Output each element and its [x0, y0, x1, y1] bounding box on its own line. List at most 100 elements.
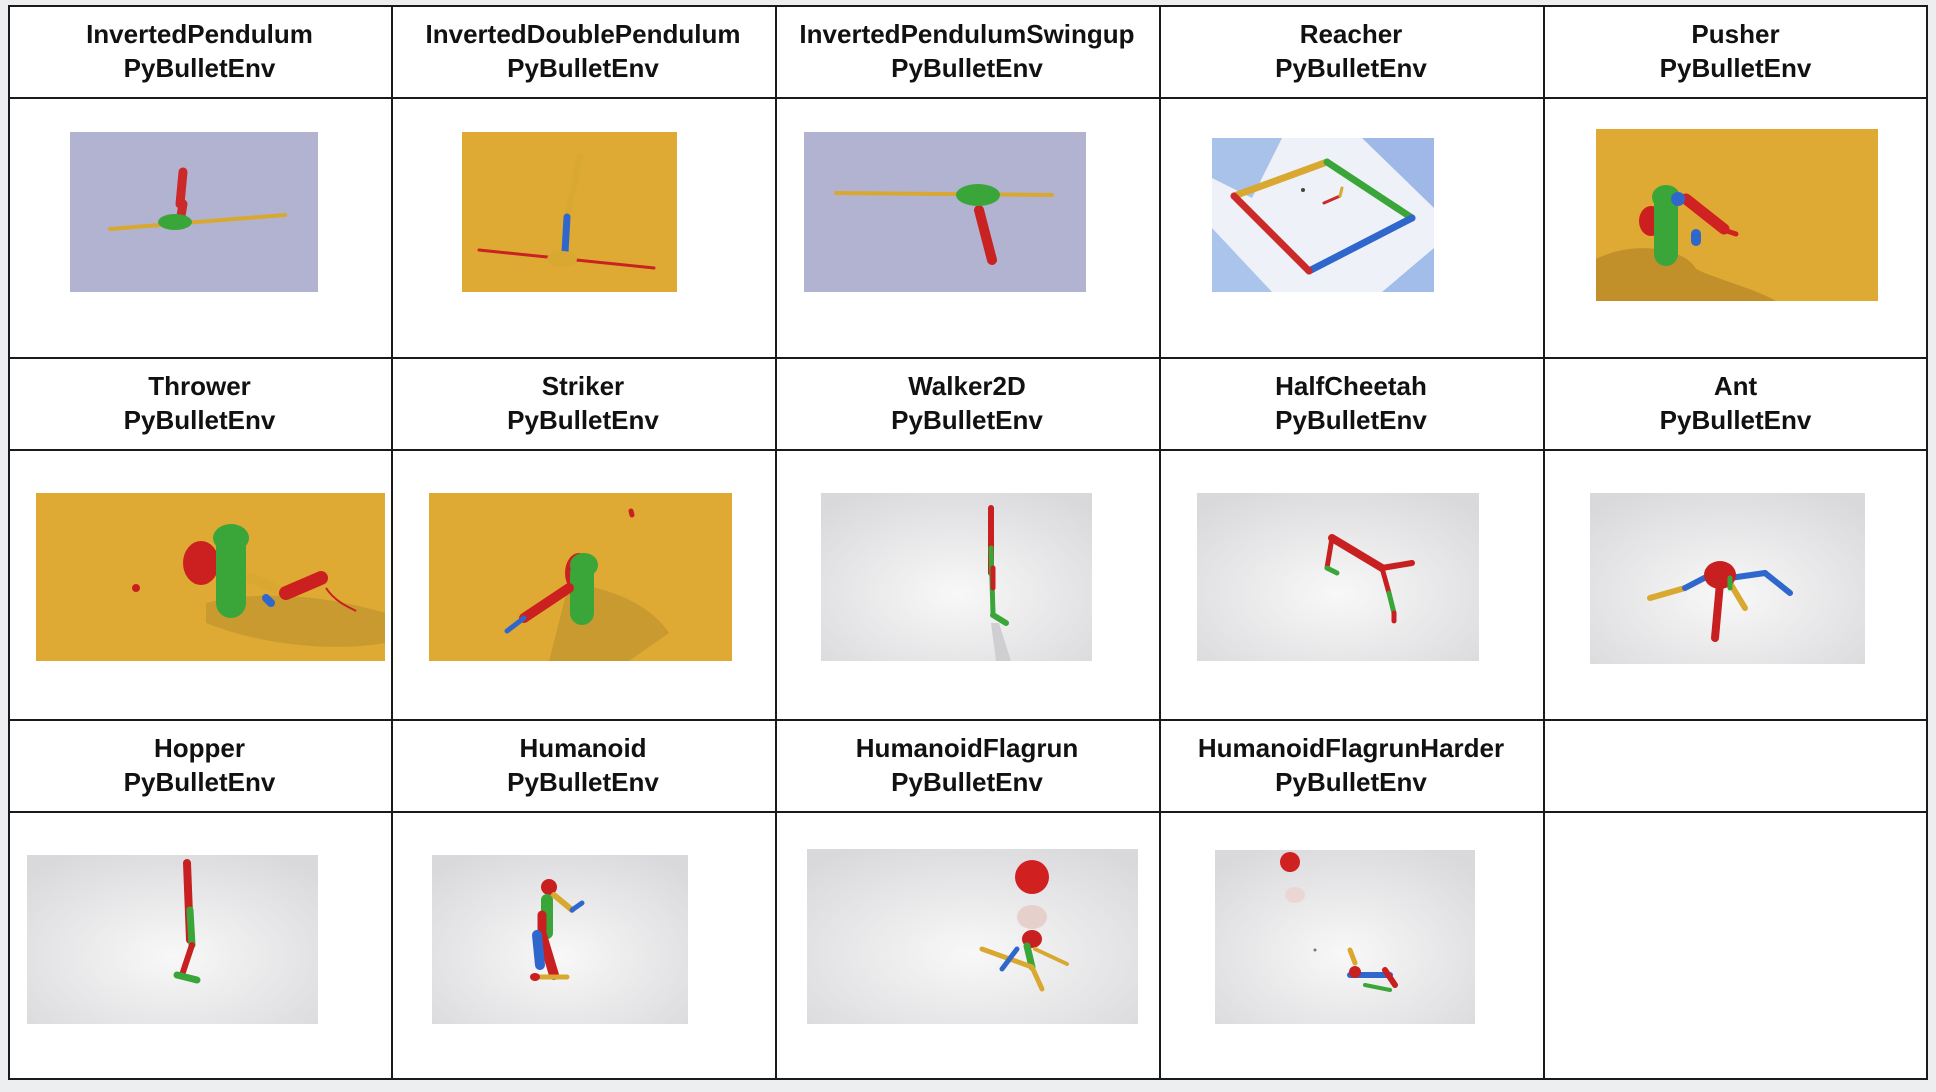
- right-arm: [551, 892, 575, 913]
- env-suffix: PyBulletEnv: [891, 53, 1043, 83]
- front-thigh: [1379, 565, 1392, 596]
- arena-wall-left: [1230, 192, 1313, 275]
- env-name: HalfCheetah: [1275, 371, 1427, 401]
- flag-reflection: [1285, 887, 1305, 903]
- env-name: InvertedDoublePendulum: [425, 19, 741, 49]
- env-name: HumanoidFlagrunHarder: [1197, 733, 1505, 763]
- humanoid-flagrun-harder-thumbnail: [1215, 850, 1475, 1024]
- inverted-pendulum-swingup-render: [804, 132, 1086, 292]
- head: [213, 524, 249, 552]
- table-rule-horizontal: [8, 449, 1928, 451]
- env-name: Ant: [1713, 371, 1758, 401]
- cart: [956, 184, 1000, 206]
- scene-background: [1215, 850, 1475, 1024]
- upper-arm: [1680, 193, 1730, 235]
- back-leg: [979, 946, 1035, 970]
- scene-background: [807, 849, 1138, 1024]
- leg: [1727, 570, 1768, 581]
- cart: [158, 214, 192, 230]
- back-shin: [1324, 565, 1340, 576]
- thrower-render: [36, 493, 385, 661]
- ball: [132, 584, 140, 592]
- pusher-thumbnail: [1596, 129, 1878, 301]
- flag-target: [1015, 860, 1049, 894]
- flag-reflection: [1017, 905, 1047, 929]
- floor-tile: [1362, 138, 1434, 208]
- table-rule-vertical: [391, 5, 393, 1080]
- head: [1379, 560, 1415, 571]
- striker-render: [429, 493, 732, 661]
- env-header-cell: HalfCheetah PyBulletEnv: [1159, 357, 1543, 449]
- front-shin: [1386, 590, 1397, 616]
- reacher-arm: [1322, 194, 1342, 205]
- front-leg: [1029, 964, 1045, 992]
- arena-wall-back: [1230, 158, 1331, 200]
- leg: [532, 930, 545, 970]
- floor-tile: [1212, 228, 1272, 292]
- env-header-cell: HumanoidFlagrunHarder PyBulletEnv: [1159, 719, 1543, 811]
- striker-thumbnail: [429, 493, 732, 661]
- env-suffix: PyBulletEnv: [507, 767, 659, 797]
- striker-tip: [504, 615, 527, 634]
- table-rule-vertical: [1543, 5, 1545, 1080]
- humanoid-flagrun-harder-render: [1215, 850, 1475, 1024]
- thrower-thumbnail: [36, 493, 385, 661]
- inverted-double-pendulum-render: [462, 132, 677, 292]
- leg: [1711, 579, 1724, 642]
- hopper-render: [27, 855, 318, 1024]
- thigh: [186, 906, 196, 949]
- env-header-cell: InvertedPendulum PyBulletEnv: [8, 5, 391, 97]
- inverted-pendulum-swingup-thumbnail: [804, 132, 1086, 292]
- foot-joint: [530, 973, 540, 981]
- leg: [1382, 967, 1398, 988]
- table-rule-horizontal: [8, 719, 1928, 721]
- gripper: [325, 587, 357, 612]
- slider-rail: [108, 213, 287, 231]
- environment-table: InvertedPendulum PyBulletEnv InvertedDoubl…: [8, 5, 1928, 1080]
- slider-rail: [834, 191, 1054, 197]
- reacher-render: [1212, 138, 1434, 292]
- hopper-thumbnail: [27, 855, 318, 1024]
- shin: [179, 942, 195, 978]
- floor-tile: [1382, 248, 1434, 292]
- thigh: [537, 930, 559, 980]
- scene-background: [821, 493, 1092, 661]
- env-suffix: PyBulletEnv: [891, 767, 1043, 797]
- shadow: [991, 623, 1011, 661]
- scene-background: [70, 132, 318, 292]
- env-name: Humanoid: [519, 733, 647, 763]
- pole: [175, 167, 188, 209]
- table-rule-horizontal: [8, 97, 1928, 99]
- humanoid-render: [432, 855, 688, 1024]
- table-rule-horizontal: [8, 1078, 1928, 1080]
- leg: [1647, 585, 1688, 601]
- env-name: Thrower: [148, 371, 251, 401]
- env-header-cell: InvertedPendulumSwingup PyBulletEnv: [775, 5, 1159, 97]
- reacher-thumbnail: [1212, 138, 1434, 292]
- head: [570, 553, 598, 577]
- table-rule-vertical: [775, 5, 777, 1080]
- ant-thumbnail: [1590, 493, 1865, 664]
- scene-background: [27, 855, 318, 1024]
- env-suffix: PyBulletEnv: [891, 405, 1043, 435]
- forearm: [279, 571, 328, 600]
- head: [1349, 966, 1361, 978]
- humanoid-flagrun-thumbnail: [807, 849, 1138, 1024]
- inverted-double-pendulum-thumbnail: [462, 132, 677, 292]
- reacher-arm-tip: [1338, 186, 1344, 198]
- back-thigh: [1324, 535, 1335, 571]
- shoulder: [183, 541, 219, 585]
- table-rule-vertical: [1926, 5, 1928, 1080]
- env-name: Striker: [541, 371, 625, 401]
- marker: [1313, 948, 1317, 952]
- table-rule-vertical: [1159, 5, 1161, 1080]
- floor-tile: [1212, 138, 1282, 198]
- leg: [1363, 983, 1392, 992]
- upper-pole: [564, 154, 583, 220]
- env-header-cell: Humanoid PyBulletEnv: [391, 719, 775, 811]
- joint: [262, 594, 275, 607]
- walker2d-render: [821, 493, 1092, 661]
- env-header-cell: Walker2D PyBulletEnv: [775, 357, 1159, 449]
- table-rule-horizontal: [8, 811, 1928, 813]
